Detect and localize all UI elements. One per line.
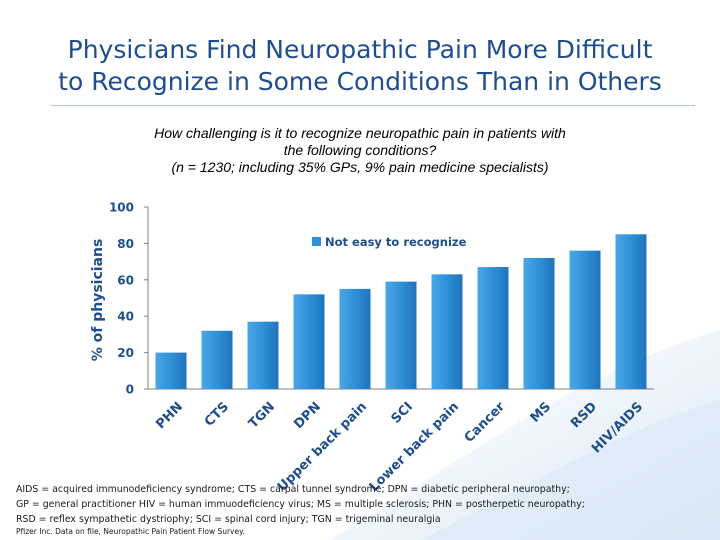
bar (477, 267, 509, 389)
bar (615, 234, 647, 389)
y-tick-label: 60 (117, 273, 134, 287)
bar (155, 352, 187, 389)
x-tick-label: Cancer (462, 399, 509, 446)
page-title: Physicians Find Neuropathic Pain More Di… (0, 34, 720, 98)
x-tick-label: CTS (202, 399, 232, 429)
y-axis-label: % of physicians (90, 239, 106, 362)
footnote-line-2: GP = general practitioner HIV = human im… (16, 499, 585, 510)
source-citation: Pfizer Inc. Data on file, Neuropathic Pa… (16, 527, 245, 536)
bar (339, 288, 371, 389)
bar (293, 294, 325, 389)
footnotes: AIDS = acquired immunodeficiency syndrom… (16, 482, 716, 527)
footnote-line-1: AIDS = acquired immunodeficiency syndrom… (16, 484, 570, 495)
y-tick-label: 40 (117, 310, 134, 324)
bar (569, 250, 601, 389)
title-line-1: Physicians Find Neuropathic Pain More Di… (67, 35, 653, 64)
x-tick-label: PHN (153, 399, 186, 432)
y-tick-label: 0 (126, 383, 134, 397)
bar (201, 330, 233, 389)
title-divider (50, 105, 695, 106)
legend-label: Not easy to recognize (325, 235, 467, 249)
subtitle-line-2: the following conditions? (283, 142, 437, 158)
subtitle-line-1: How challenging is it to recognize neuro… (154, 125, 566, 141)
x-tick-label: SCI (389, 399, 416, 426)
subtitle-line-3: (n = 1230; including 35% GPs, 9% pain me… (171, 159, 549, 175)
x-tick-label: DPN (291, 399, 324, 432)
title-line-2: to Recognize in Some Conditions Than in … (58, 67, 662, 96)
legend-swatch (312, 237, 321, 246)
y-tick-label: 100 (109, 201, 134, 215)
x-tick-label: Lower back pain (367, 399, 462, 494)
x-tick-label: MS (528, 399, 554, 425)
x-tick-label: RSD (568, 399, 600, 431)
y-tick-label: 80 (117, 237, 134, 251)
x-tick-label: Upper back pain (275, 399, 370, 494)
bar (247, 321, 279, 389)
bar (385, 281, 417, 389)
chart-subtitle: How challenging is it to recognize neuro… (90, 125, 630, 176)
x-tick-label: TGN (246, 399, 278, 431)
footnote-line-3: RSD = reflex sympathetic dystriophy; SCI… (16, 514, 441, 525)
bar (431, 274, 463, 389)
bar (523, 257, 555, 389)
y-tick-label: 20 (117, 346, 134, 360)
